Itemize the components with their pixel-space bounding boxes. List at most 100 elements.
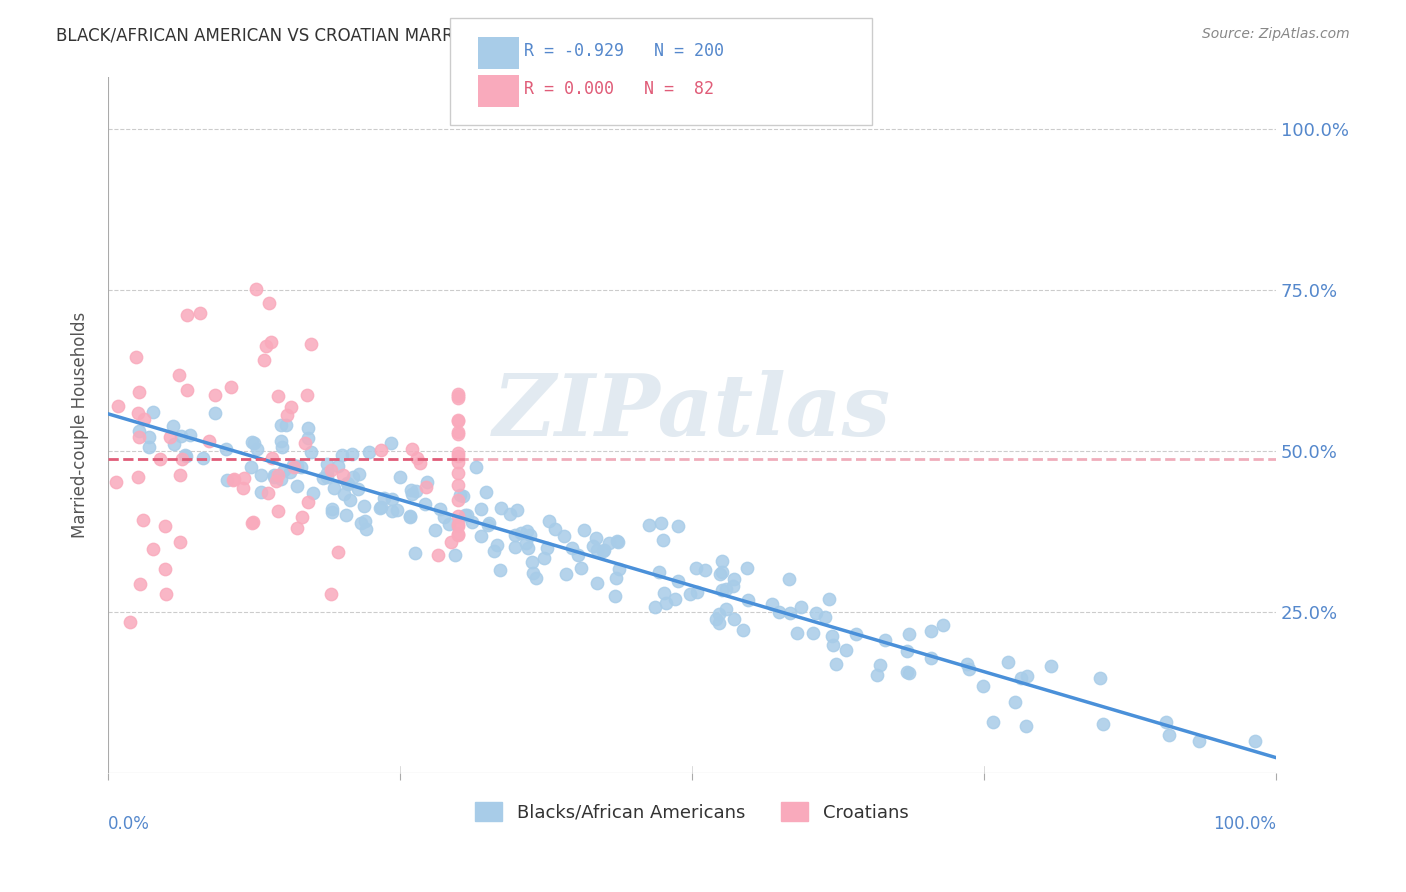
Point [447,478,470,492]
Point [169,535,191,549]
Point [488,563,510,577]
Point [447,392,470,406]
Point [454,508,477,522]
Point [176,383,198,397]
Point [263,470,285,484]
Point [707,607,730,621]
Point [274,417,297,432]
Point [319,587,342,601]
Point [176,308,198,322]
Point [561,541,583,556]
Point [290,459,312,474]
Point [1188,734,1211,748]
Point [533,550,555,565]
Point [957,662,980,676]
Point [456,508,478,523]
Point [817,592,839,607]
Point [222,473,245,487]
Point [710,582,733,597]
Point [447,517,470,532]
Point [1092,717,1115,731]
Point [735,561,758,575]
Point [461,516,484,530]
Point [820,629,842,643]
Point [981,715,1004,730]
Point [429,501,451,516]
Point [159,430,181,444]
Point [204,406,226,420]
Point [439,517,461,532]
Text: 0.0%: 0.0% [108,815,150,833]
Point [191,451,214,466]
Point [217,473,239,487]
Point [478,516,501,531]
Point [768,605,790,619]
Point [678,587,700,601]
Point [198,434,221,448]
Point [353,499,375,513]
Point [786,626,808,640]
Point [582,539,605,553]
Point [415,480,437,494]
Point [896,644,918,658]
Point [447,414,470,428]
Point [214,442,236,456]
Point [319,463,342,477]
Point [606,535,628,549]
Point [128,424,150,438]
Point [257,486,280,500]
Point [287,521,309,535]
Point [956,657,979,671]
Point [447,518,470,533]
Point [270,472,292,486]
Point [250,485,273,500]
Point [149,452,172,467]
Point [415,475,437,490]
Point [179,427,201,442]
Point [413,497,436,511]
Point [655,596,678,610]
Point [138,429,160,443]
Legend: Blacks/African Americans, Croatians: Blacks/African Americans, Croatians [468,795,915,829]
Point [342,470,364,484]
Point [162,418,184,433]
Point [204,388,226,402]
Point [246,442,269,457]
Point [170,452,193,467]
Point [555,566,578,581]
Point [509,526,531,541]
Point [239,460,262,475]
Point [380,436,402,450]
Point [869,658,891,673]
Point [427,548,450,562]
Point [125,350,148,364]
Point [522,555,544,569]
Point [585,531,607,545]
Point [607,561,630,575]
Point [896,665,918,680]
Point [593,543,616,558]
Point [447,449,470,463]
Point [299,445,322,459]
Point [447,445,470,459]
Point [285,458,308,473]
Point [1010,672,1032,686]
Point [409,456,432,470]
Point [266,474,288,488]
Point [544,522,567,536]
Point [1040,659,1063,673]
Point [311,471,333,485]
Point [517,541,540,556]
Point [475,485,498,500]
Point [825,657,848,671]
Point [129,576,152,591]
Point [354,522,377,536]
Point [373,491,395,505]
Point [425,523,447,537]
Point [285,479,308,493]
Point [433,509,456,524]
Point [823,638,845,652]
Point [339,493,361,508]
Point [128,430,150,444]
Point [723,579,745,593]
